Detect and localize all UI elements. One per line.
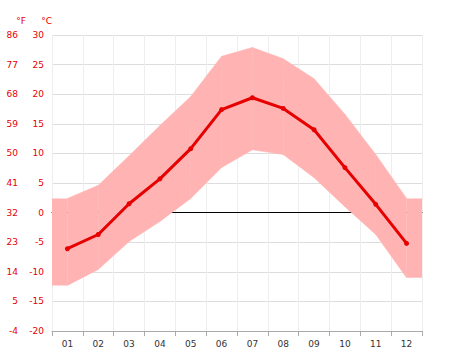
svg-text:-10: -10 [29,267,44,277]
svg-text:06: 06 [216,339,228,349]
svg-text:10: 10 [33,148,45,158]
svg-text:14: 14 [7,267,19,277]
svg-text:11: 11 [370,339,381,349]
svg-text:05: 05 [185,339,196,349]
svg-text:-20: -20 [29,326,44,336]
svg-text:32: 32 [7,208,18,218]
svg-text:0: 0 [38,208,44,218]
svg-text:-4: -4 [9,326,18,336]
svg-text:10: 10 [339,339,351,349]
svg-text:09: 09 [308,339,320,349]
svg-text:68: 68 [7,89,19,99]
svg-text:°F: °F [16,16,26,26]
svg-text:50: 50 [7,148,19,158]
svg-text:25: 25 [33,60,44,70]
svg-text:°C: °C [41,16,52,26]
svg-text:07: 07 [247,339,258,349]
svg-text:23: 23 [7,237,18,247]
svg-text:20: 20 [33,89,45,99]
svg-text:-5: -5 [35,237,44,247]
svg-text:86: 86 [7,30,19,40]
svg-text:41: 41 [7,178,18,188]
svg-text:08: 08 [278,339,290,349]
svg-text:15: 15 [33,119,44,129]
svg-text:02: 02 [93,339,104,349]
svg-text:01: 01 [62,339,73,349]
svg-text:59: 59 [7,119,19,129]
svg-text:5: 5 [12,296,18,306]
svg-text:03: 03 [123,339,134,349]
svg-text:5: 5 [38,178,44,188]
svg-text:12: 12 [401,339,412,349]
svg-text:30: 30 [33,30,45,40]
svg-text:-15: -15 [29,296,44,306]
svg-text:04: 04 [154,339,166,349]
svg-text:77: 77 [7,60,18,70]
